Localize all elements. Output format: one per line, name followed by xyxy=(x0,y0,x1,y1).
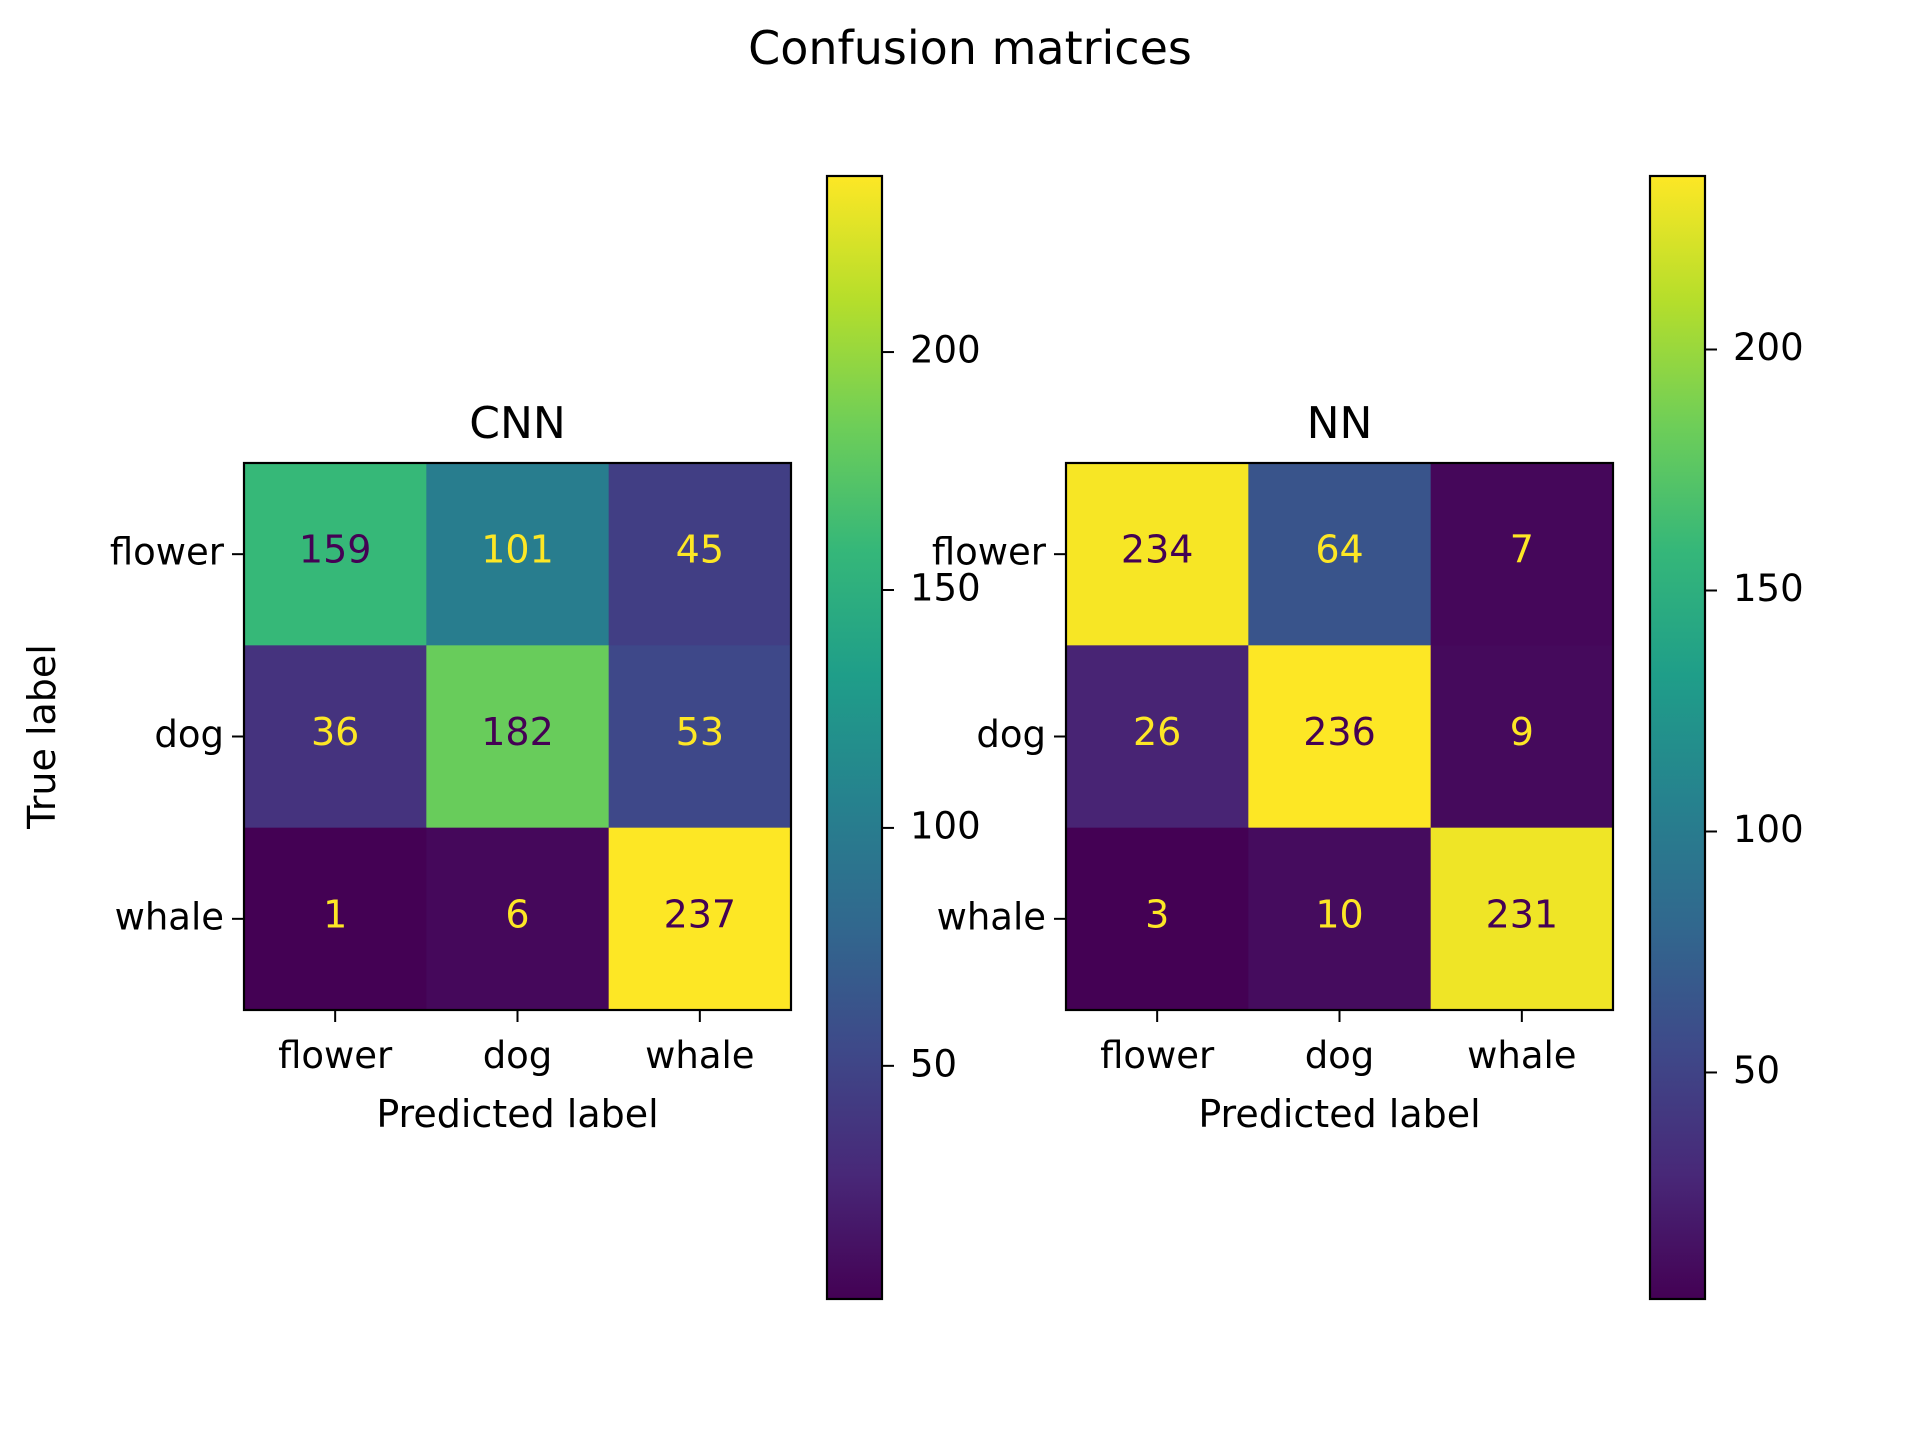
cell-dog-whale xyxy=(1430,645,1614,829)
x-tick-label-whale: whale xyxy=(645,1034,754,1077)
cell-whale-flower xyxy=(244,827,427,1011)
cell-value-label: 26 xyxy=(1133,710,1181,754)
y-axis-label: True label xyxy=(20,644,64,830)
cell-flower-whale xyxy=(1430,463,1614,646)
cell-value-label: 53 xyxy=(676,710,724,754)
cell-whale-dog xyxy=(1248,827,1432,1011)
cell-value-label: 231 xyxy=(1486,892,1559,936)
cell-value-label: 36 xyxy=(311,710,359,754)
colorbar-tick-label: 150 xyxy=(910,566,981,609)
cell-dog-flower xyxy=(1066,645,1249,829)
figure-title: Confusion matrices xyxy=(748,21,1192,75)
cell-value-label: 6 xyxy=(505,892,529,936)
cell-value-label: 64 xyxy=(1315,528,1363,572)
cell-value-label: 7 xyxy=(1510,528,1534,572)
y-tick-label-whale: whale xyxy=(115,895,224,938)
cell-value-label: 237 xyxy=(664,892,737,936)
y-tick-label-dog: dog xyxy=(154,713,224,756)
x-axis-label: Predicted label xyxy=(1198,1092,1480,1136)
cell-whale-flower xyxy=(1066,827,1249,1011)
cell-value-label: 236 xyxy=(1303,710,1376,754)
panel-cnn: 159 101 45 36 182 53 1 6 237 flower dog whale flower… xyxy=(20,174,981,1301)
colorbar-tick-label: 200 xyxy=(1733,326,1804,369)
x-tick-label-flower: flower xyxy=(278,1034,393,1077)
cell-value-label: 234 xyxy=(1121,528,1194,572)
cell-value-label: 1 xyxy=(323,892,347,936)
cell-whale-whale xyxy=(1430,827,1614,1011)
cell-value-label: 3 xyxy=(1145,892,1169,936)
colorbar-tick-label: 50 xyxy=(910,1042,957,1085)
cell-flower-dog xyxy=(1248,463,1432,646)
cell-value-label: 101 xyxy=(481,528,554,572)
cell-value-label: 9 xyxy=(1510,710,1534,754)
cell-dog-flower xyxy=(244,645,427,829)
cell-value-label: 10 xyxy=(1315,892,1363,936)
colorbar-tick-label: 50 xyxy=(1733,1049,1780,1092)
x-axis-label: Predicted label xyxy=(376,1092,658,1136)
y-tick-label-whale: whale xyxy=(937,895,1046,938)
cell-whale-whale xyxy=(608,827,792,1011)
y-tick-label-flower: flower xyxy=(110,531,225,574)
colorbar xyxy=(1648,174,1707,1301)
cell-dog-dog xyxy=(426,645,610,829)
cell-flower-whale xyxy=(608,463,792,646)
colorbar-tick-label: 100 xyxy=(1733,808,1804,851)
x-tick-label-flower: flower xyxy=(1100,1034,1215,1077)
cell-flower-flower xyxy=(244,463,427,646)
colorbar-tick-label: 200 xyxy=(910,329,981,372)
cell-value-label: 45 xyxy=(676,528,724,572)
cell-whale-dog xyxy=(426,827,610,1011)
cell-value-label: 159 xyxy=(299,528,372,572)
colorbar-tick-label: 100 xyxy=(910,804,981,847)
cell-flower-flower xyxy=(1066,463,1249,646)
cell-flower-dog xyxy=(426,463,610,646)
cell-dog-whale xyxy=(608,645,792,829)
x-tick-label-dog: dog xyxy=(483,1034,553,1077)
panel-title: NN xyxy=(1307,398,1373,449)
y-tick-label-flower: flower xyxy=(932,531,1047,574)
colorbar-tick-label: 150 xyxy=(1733,567,1804,610)
x-tick-label-dog: dog xyxy=(1305,1034,1375,1077)
panels: 159 101 45 36 182 53 1 6 237 flower dog whale flower… xyxy=(20,174,1804,1301)
x-tick-label-whale: whale xyxy=(1467,1034,1576,1077)
panel-title: CNN xyxy=(469,398,566,449)
y-tick-label-dog: dog xyxy=(976,713,1046,756)
cell-value-label: 182 xyxy=(481,710,554,754)
panel-nn: 234 64 7 26 236 9 3 10 231 flower dog whale flower do… xyxy=(932,174,1804,1301)
cell-dog-dog xyxy=(1248,645,1432,829)
colorbar xyxy=(825,174,884,1301)
